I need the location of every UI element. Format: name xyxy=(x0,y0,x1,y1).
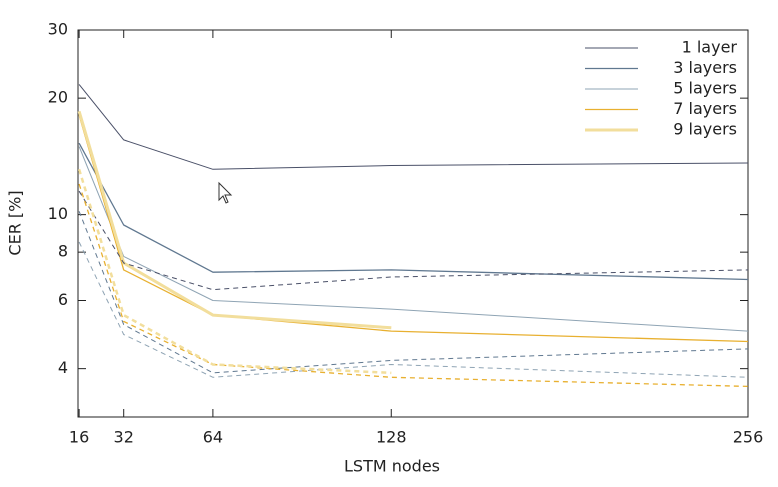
x-tick-label: 64 xyxy=(203,428,223,447)
legend-label: 9 layers xyxy=(673,120,737,139)
y-tick-label: 6 xyxy=(58,290,68,309)
legend-label: 7 layers xyxy=(673,99,737,118)
line xyxy=(78,114,749,343)
x-axis-label: LSTM nodes xyxy=(344,457,440,476)
legend-label: 3 layers xyxy=(673,58,737,77)
line xyxy=(78,146,749,332)
legend-label: 1 layer xyxy=(682,38,738,57)
dashed-line xyxy=(78,211,749,374)
y-tick-label: 10 xyxy=(48,204,68,223)
y-tick-label: 4 xyxy=(58,358,68,377)
x-tick-label: 16 xyxy=(69,428,89,447)
mouse-cursor xyxy=(218,181,233,204)
dashed-line xyxy=(78,183,749,388)
dashed-line xyxy=(78,190,749,291)
x-tick-label: 128 xyxy=(376,428,407,447)
x-tick-label: 32 xyxy=(114,428,134,447)
y-tick-label: 30 xyxy=(48,20,68,39)
x-tick-label: 256 xyxy=(733,428,764,447)
legend-label: 5 layers xyxy=(673,79,737,98)
dashed-line xyxy=(78,241,749,378)
y-tick-label: 8 xyxy=(58,242,68,261)
dashed-line xyxy=(77,168,392,375)
plot-frame xyxy=(77,29,749,418)
y-tick-label: 20 xyxy=(48,88,68,107)
line xyxy=(78,142,749,281)
line xyxy=(78,84,749,170)
y-axis-label: CER [%] xyxy=(6,190,25,255)
line xyxy=(77,110,392,330)
